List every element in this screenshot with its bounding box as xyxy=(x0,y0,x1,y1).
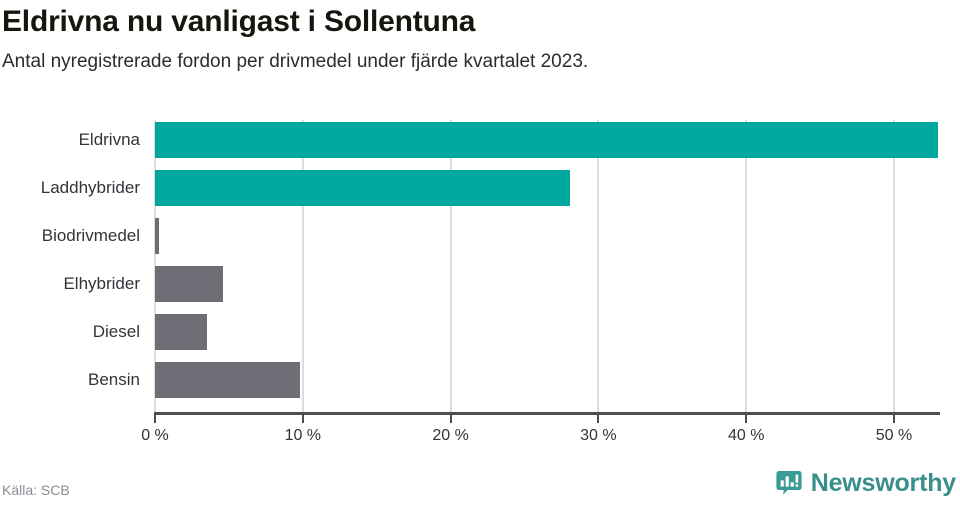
tick-label: 0 % xyxy=(141,427,169,444)
bar-row: Laddhybrider xyxy=(0,170,960,206)
bar-row: Eldrivna xyxy=(0,122,960,158)
bar xyxy=(155,362,300,398)
category-label: Eldrivna xyxy=(78,130,140,149)
category-label: Elhybrider xyxy=(63,274,140,293)
category-label: Bensin xyxy=(88,370,140,389)
newsworthy-logo[interactable]: Newsworthy xyxy=(776,470,956,496)
tick-mark xyxy=(597,415,600,423)
bar xyxy=(155,122,939,158)
tick-mark xyxy=(449,415,452,423)
category-label: Laddhybrider xyxy=(40,178,140,197)
x-axis-line xyxy=(154,412,940,415)
source-note: Källa: SCB xyxy=(2,482,70,498)
bar xyxy=(155,170,571,206)
tick-label: 40 % xyxy=(727,427,765,444)
gridline xyxy=(893,120,895,414)
gridline xyxy=(449,120,452,414)
tick-label: 10 % xyxy=(284,427,322,444)
bar-row: Biodrivmedel xyxy=(0,218,960,254)
tick-label: 50 % xyxy=(875,427,913,444)
bar-row: Diesel xyxy=(0,314,960,350)
tick-mark xyxy=(154,415,156,423)
chart-subtitle: Antal nyregistrerade fordon per drivmede… xyxy=(2,51,589,72)
chart-header: Eldrivna nu vanligast i Sollentuna Antal… xyxy=(0,0,960,74)
page-title: Eldrivna nu vanligast i Sollentuna xyxy=(2,5,476,38)
bar-chart-speech-bubble-icon xyxy=(776,470,802,496)
tick-mark xyxy=(301,415,304,423)
bar-series: Eldrivna Laddhybrider Biodrivmedel Elhybrid… xyxy=(0,112,960,412)
bar-row: Bensin xyxy=(0,362,960,398)
gridline xyxy=(301,120,304,414)
category-label: Diesel xyxy=(92,322,140,341)
logo-wordmark: Newsworthy xyxy=(810,469,956,497)
tick-label: 30 % xyxy=(580,427,617,444)
gridline xyxy=(745,120,748,414)
tick-label: 20 % xyxy=(432,427,469,444)
gridline xyxy=(597,120,600,414)
tick-mark xyxy=(745,415,748,423)
tick-mark xyxy=(893,415,895,423)
category-label: Biodrivmedel xyxy=(41,226,140,245)
chart-plot-area: Eldrivna Laddhybrider Biodrivmedel Elhybrid… xyxy=(0,112,960,444)
bar xyxy=(155,218,159,254)
chart-footer: Källa: SCB Newsworthy xyxy=(0,470,960,505)
bar xyxy=(155,314,207,350)
bar xyxy=(155,266,223,302)
bar-row: Elhybrider xyxy=(0,266,960,302)
